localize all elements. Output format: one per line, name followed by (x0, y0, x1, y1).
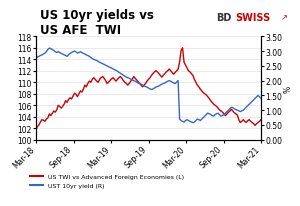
Text: SWISS: SWISS (236, 13, 271, 23)
Y-axis label: %: % (284, 85, 292, 92)
Legend: US TWI vs Advanced Foreign Economies (L), UST 10yr yield (R): US TWI vs Advanced Foreign Economies (L)… (28, 172, 187, 191)
Text: US 10yr yields vs
US AFE  TWI: US 10yr yields vs US AFE TWI (40, 9, 154, 37)
Text: BD: BD (216, 13, 231, 23)
Text: ↗: ↗ (280, 13, 287, 22)
